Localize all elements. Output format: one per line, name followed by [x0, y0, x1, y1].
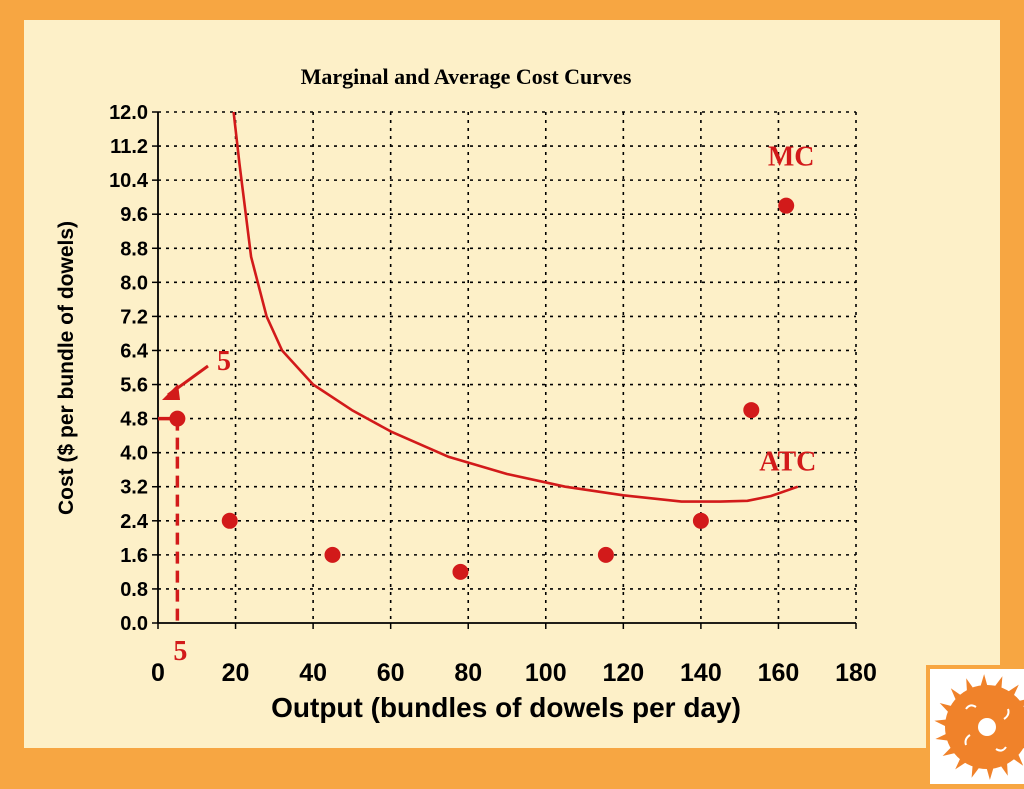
y-tick-label: 0.8 — [120, 579, 148, 601]
x-tick-label: 0 — [151, 659, 165, 687]
x-tick-label: 80 — [454, 659, 482, 687]
x-tick-label: 120 — [602, 659, 644, 687]
saw-blade-icon — [934, 674, 1024, 780]
mc-point — [452, 563, 469, 580]
x-axis-label: Output (bundles of dowels per day) — [271, 692, 741, 723]
y-tick-label: 9.6 — [120, 204, 148, 226]
grid — [158, 111, 857, 623]
atc-label: ATC — [759, 447, 816, 478]
y-tick-label: 7.2 — [120, 306, 148, 328]
mc-label: MC — [768, 142, 815, 173]
y-marker-label: 5 — [217, 346, 231, 377]
y-tick-label: 8.8 — [120, 238, 148, 260]
y-tick-label: 10.4 — [109, 170, 149, 192]
x-tick-label: 100 — [525, 659, 567, 687]
annotation-labels: MC ATC 5 5 — [173, 142, 816, 667]
saw-blade-logo — [926, 665, 1024, 788]
y-tick-label: 11.2 — [110, 136, 148, 158]
mc-point — [169, 410, 186, 427]
mc-point — [221, 512, 238, 529]
series — [169, 111, 799, 580]
x-tick-label: 40 — [299, 659, 327, 687]
saw-tooth — [980, 674, 988, 688]
y-axis-label: Cost ($ per bundle of dowels) — [55, 221, 78, 515]
chart-title: Marginal and Average Cost Curves — [301, 64, 632, 89]
x-tick-label: 60 — [377, 659, 405, 687]
mc-point — [743, 402, 760, 419]
axes — [152, 111, 857, 629]
y-tick-label: 8.0 — [120, 272, 148, 294]
y-tick-label: 2.4 — [120, 511, 149, 533]
marker-5-lines — [158, 364, 209, 623]
y-tick-label: 5.6 — [120, 375, 148, 397]
y-marker-arrowhead — [162, 384, 180, 400]
mc-point — [324, 546, 341, 563]
y-tick-label: 0.0 — [120, 613, 148, 635]
y-tick-label: 4.8 — [120, 409, 148, 431]
tick-labels: 12.0 11.2 10.4 9.6 8.8 8.0 7.2 6.4 5.6 4.8 4.0 3.2 2… — [109, 102, 877, 687]
y-tick-label: 1.6 — [120, 545, 148, 567]
cost-curves-chart: Marginal and Average Cost Curves 12.0 11.… — [55, 64, 877, 723]
x-tick-label: 20 — [222, 659, 250, 687]
y-tick-label: 4.0 — [120, 443, 148, 465]
y-tick-label: 3.2 — [120, 477, 148, 499]
mc-point — [778, 197, 795, 214]
y-tick-label: 6.4 — [120, 340, 149, 362]
atc-curve — [232, 111, 799, 503]
y-tick-label: 12.0 — [109, 102, 148, 124]
x-tick-label: 140 — [680, 659, 722, 687]
x-marker-label: 5 — [173, 636, 187, 667]
mc-point — [597, 546, 614, 563]
x-tick-label: 180 — [835, 659, 877, 687]
mc-point — [692, 512, 709, 529]
saw-tooth — [934, 719, 948, 727]
slide-background: Marginal and Average Cost Curves 12.0 11.… — [24, 20, 1024, 788]
x-tick-label: 160 — [758, 659, 800, 687]
